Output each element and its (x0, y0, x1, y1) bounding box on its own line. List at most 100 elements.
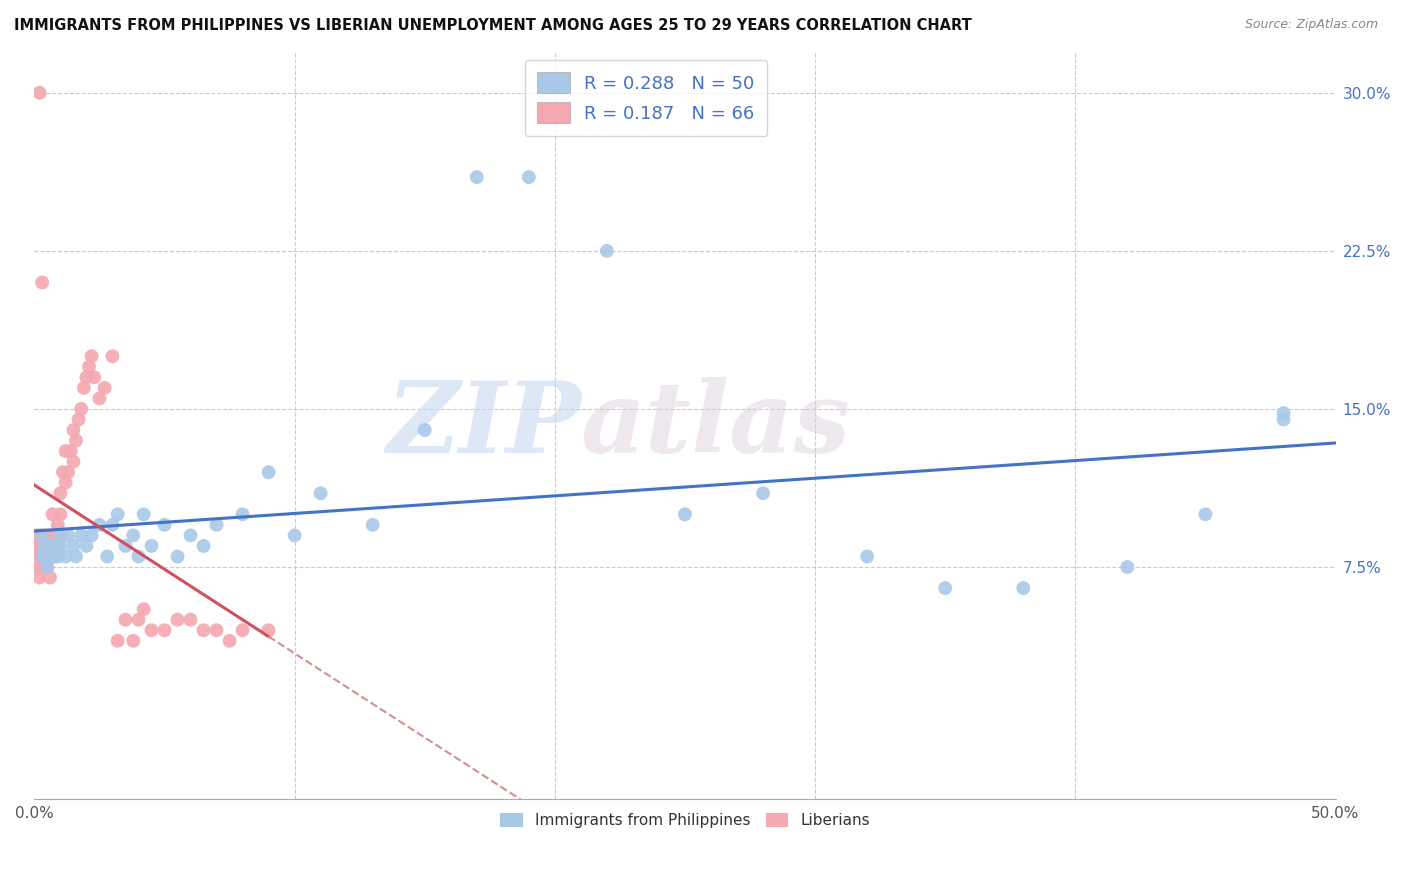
Point (31, 549, 53, 564)
Point (205, 517, 228, 532)
Point (28, 570, 51, 584)
Point (73, 381, 96, 395)
Point (39, 539, 62, 553)
Point (31, 549, 53, 564)
Point (101, 517, 124, 532)
Point (193, 539, 215, 553)
Point (132, 508, 155, 522)
Point (77, 359, 100, 374)
Point (46, 539, 69, 553)
Point (58, 465, 80, 479)
Point (70, 401, 93, 416)
Point (49, 528, 72, 542)
Point (257, 624, 280, 638)
Point (96, 549, 118, 564)
Point (37, 560, 59, 574)
Point (101, 349, 124, 363)
Point (55, 444, 77, 458)
Point (114, 613, 136, 627)
Point (934, 581, 956, 595)
Point (62, 539, 84, 553)
Point (41, 549, 63, 564)
Point (25, 528, 48, 542)
Point (44, 539, 66, 553)
Point (75, 370, 97, 384)
Point (193, 624, 215, 638)
Point (34, 539, 56, 553)
Legend: Immigrants from Philippines, Liberians: Immigrants from Philippines, Liberians (492, 805, 877, 836)
Point (41, 549, 63, 564)
Point (80, 349, 103, 363)
Point (25, 539, 48, 553)
Point (752, 486, 775, 500)
Point (153, 624, 176, 638)
Point (46, 549, 69, 564)
Point (122, 528, 145, 542)
Point (34, 539, 56, 553)
Point (34, 549, 56, 564)
Point (284, 528, 307, 542)
Point (596, 244, 619, 258)
Point (65, 549, 87, 564)
Point (127, 613, 149, 627)
Point (70, 528, 93, 542)
Point (309, 486, 332, 500)
Point (1116, 560, 1139, 574)
Point (517, 170, 540, 185)
Point (34, 528, 56, 542)
Point (107, 508, 129, 522)
Point (37, 539, 59, 553)
Point (39, 528, 62, 542)
Point (114, 539, 136, 553)
Point (180, 528, 202, 542)
Point (55, 549, 77, 564)
Point (361, 517, 384, 532)
Point (31, 276, 53, 290)
Point (37, 549, 59, 564)
Point (44, 528, 66, 542)
Point (89, 517, 111, 532)
Point (49, 486, 72, 500)
Point (1194, 508, 1216, 522)
Point (1272, 412, 1295, 426)
Point (218, 633, 240, 648)
Point (856, 549, 879, 564)
Point (80, 528, 103, 542)
Point (93, 381, 115, 395)
Point (46, 517, 69, 532)
Point (1012, 581, 1035, 595)
Point (28, 86, 51, 100)
Point (28, 549, 51, 564)
Point (673, 508, 696, 522)
Text: ZIP: ZIP (385, 376, 581, 473)
Point (413, 423, 436, 437)
Point (34, 560, 56, 574)
Point (41, 539, 63, 553)
Point (67, 412, 90, 426)
Point (257, 465, 280, 479)
Point (41, 508, 63, 522)
Point (37, 560, 59, 574)
Point (59, 444, 82, 458)
Point (166, 613, 188, 627)
Point (166, 549, 188, 564)
Point (31, 560, 53, 574)
Text: atlas: atlas (581, 376, 851, 473)
Point (39, 539, 62, 553)
Point (65, 434, 87, 448)
Point (122, 633, 145, 648)
Point (55, 475, 77, 490)
Point (37, 549, 59, 564)
Point (1272, 406, 1295, 420)
Point (62, 423, 84, 437)
Point (49, 508, 72, 522)
Point (31, 528, 53, 542)
Point (25, 560, 48, 574)
Point (465, 170, 488, 185)
Point (25, 549, 48, 564)
Point (141, 539, 163, 553)
Point (58, 528, 80, 542)
Point (132, 602, 155, 616)
Point (37, 528, 59, 542)
Point (127, 549, 149, 564)
